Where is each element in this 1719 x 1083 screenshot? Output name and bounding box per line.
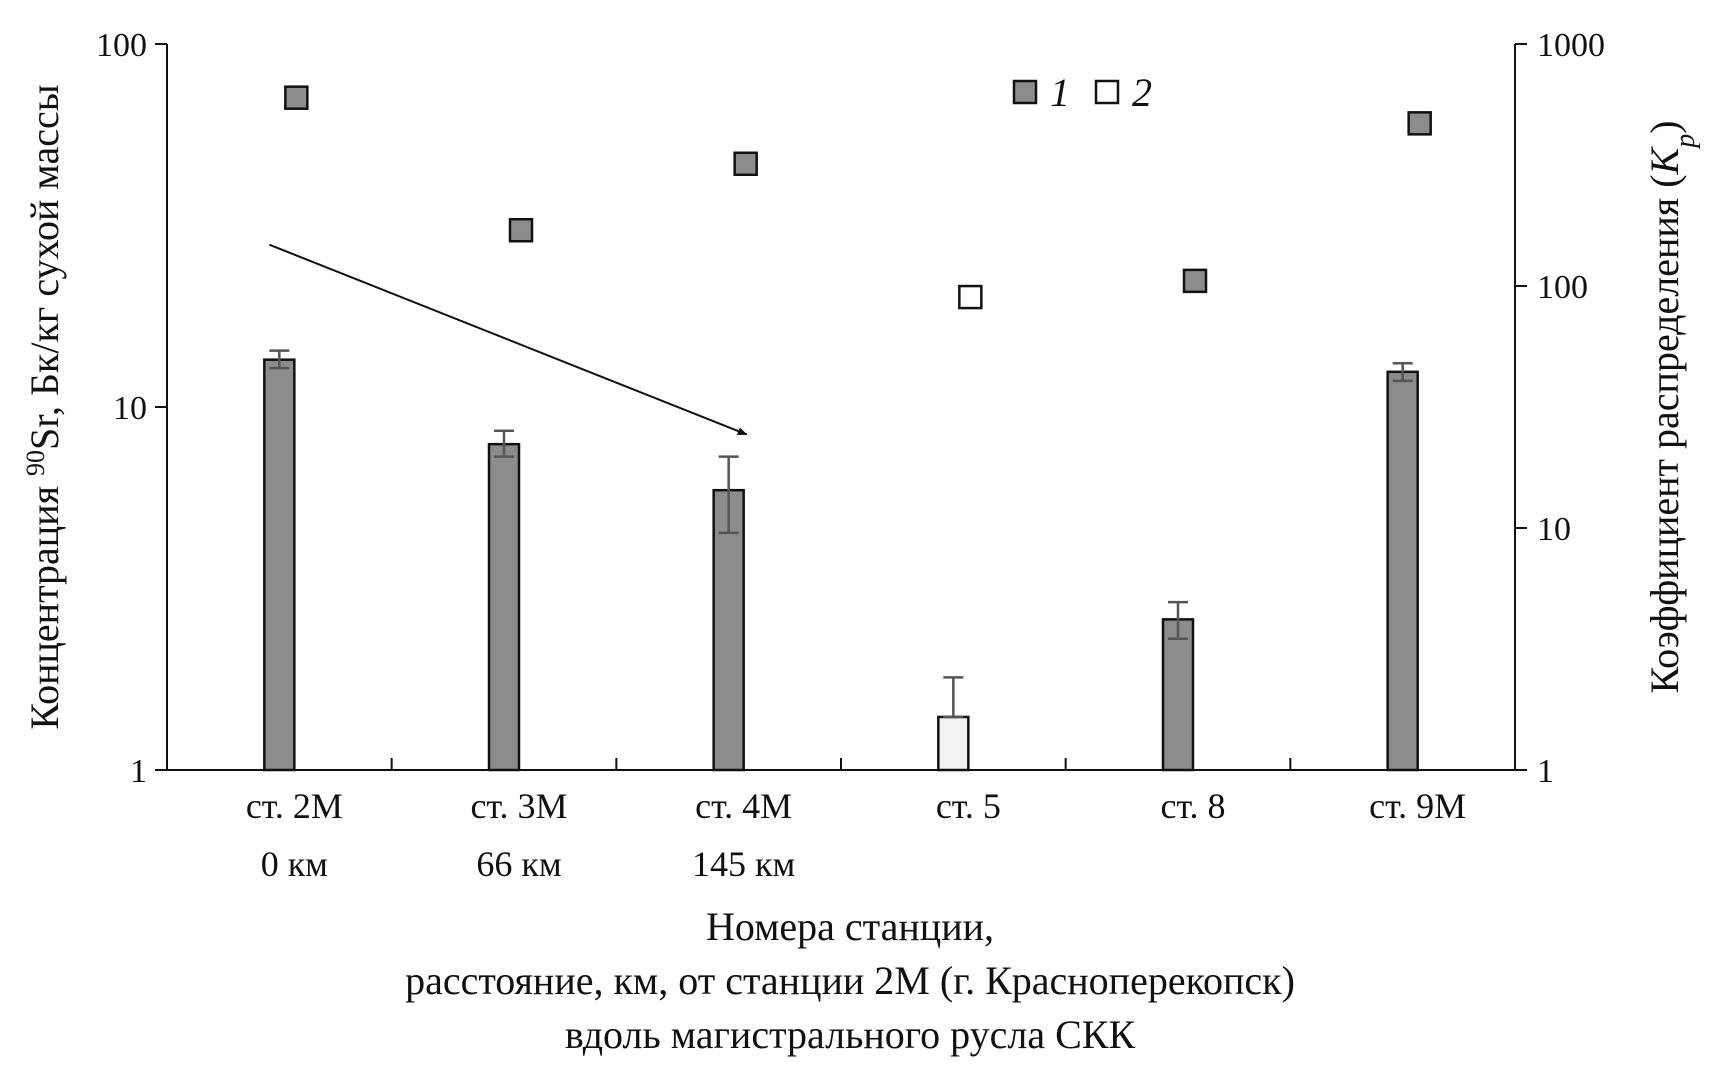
x-axis-title-line-2: расстояние, км, от станции 2М (г. Красно… xyxy=(405,958,1295,1003)
kp-marker-6 xyxy=(1407,111,1432,136)
distance-label: 145 км xyxy=(692,844,795,884)
trend-arrow-line xyxy=(268,243,748,436)
bar-6 xyxy=(1386,370,1419,772)
kp-marker-2 xyxy=(508,217,534,243)
right-axis-title: Коэффициент распределения (Kp) xyxy=(1642,120,1701,693)
trend-arrow xyxy=(268,243,748,436)
distance-label: 0 км xyxy=(261,844,328,884)
labels: ст. 2М 0 км ст. 3М 66 км ст. 4М 145 км ст. 5 ст… xyxy=(21,84,1701,1057)
distance-label: 66 км xyxy=(476,844,561,884)
left-tick-label: 100 xyxy=(96,27,147,64)
left-tick-label: 10 xyxy=(113,390,147,427)
legend-marker-1 xyxy=(1012,79,1038,105)
kp-marker-3 xyxy=(733,151,758,177)
legend-marker-2 xyxy=(1094,79,1120,105)
error-bars xyxy=(269,349,1413,719)
right-axis-title-pre: Коэффициент распределения ( xyxy=(1642,174,1687,693)
kp-marker-1 xyxy=(284,85,309,110)
category-label: ст. 8 xyxy=(1160,786,1225,826)
legend-label-2: 2 xyxy=(1132,70,1152,115)
category-label: ст. 3М xyxy=(470,786,567,826)
bar-2 xyxy=(487,442,521,772)
category-label: ст. 4М xyxy=(695,786,792,826)
category-label: ст. 9М xyxy=(1369,786,1466,826)
bar-3 xyxy=(712,488,745,772)
kp-marker-5 xyxy=(1182,268,1208,294)
left-axis-title-sup: 90 xyxy=(21,450,50,476)
right-tick-label: 1 xyxy=(1537,753,1554,790)
x-axis-title-line-3: вдоль магистрального русла СКК xyxy=(565,1012,1136,1057)
right-tick-label: 10 xyxy=(1537,511,1571,548)
left-axis-title-pre: Концентрация xyxy=(22,476,67,730)
right-axis-title-var: K xyxy=(1642,145,1687,175)
kp-markers xyxy=(284,85,1432,310)
bar-4 xyxy=(937,715,970,772)
category-label: ст. 2М xyxy=(246,786,343,826)
bars xyxy=(263,358,1419,772)
left-tick-label: 1 xyxy=(130,753,147,790)
left-axis-title-post: Sr, Бк/кг сухой массы xyxy=(22,84,67,450)
kp-marker-4 xyxy=(958,284,983,310)
right-tick-label: 1000 xyxy=(1537,27,1605,64)
right-axis-title-post: ) xyxy=(1642,120,1687,133)
category-label: ст. 5 xyxy=(936,786,1001,826)
bar-5 xyxy=(1161,618,1195,772)
right-axis-title-sub: p xyxy=(1670,134,1701,150)
bar-1 xyxy=(263,358,296,772)
right-tick-label: 100 xyxy=(1537,269,1588,306)
axes: 1 10 100 1 10 100 1000 xyxy=(96,27,1605,790)
legend-label-1: 1 xyxy=(1050,70,1070,115)
x-axis-title-line-1: Номера станции, xyxy=(706,904,994,949)
left-axis-title: Концентрация 90Sr, Бк/кг сухой массы xyxy=(21,84,68,729)
